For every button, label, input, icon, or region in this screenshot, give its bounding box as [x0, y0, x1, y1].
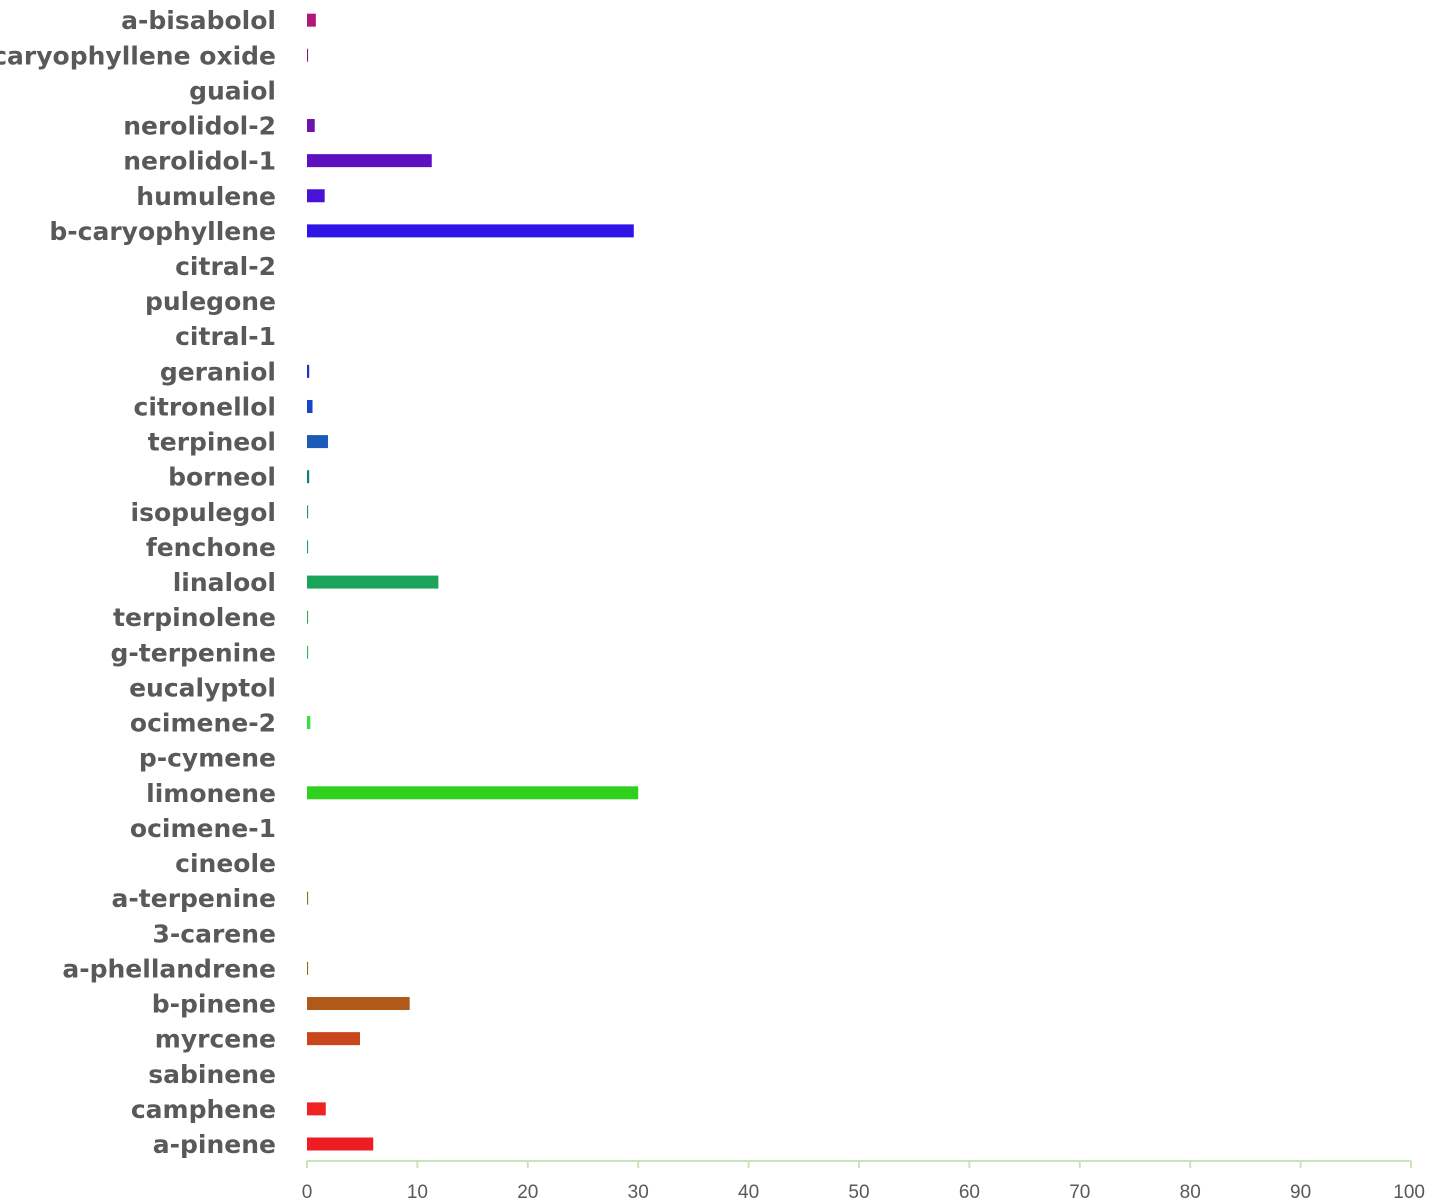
x-tick-label: 10 — [407, 1182, 428, 1203]
x-tick-label: 0 — [302, 1182, 313, 1203]
category-label-fenchone: fenchone — [146, 533, 276, 562]
category-label-a-pinene: a-pinene — [153, 1130, 276, 1159]
category-label-p-cymene: p-cymene — [139, 744, 276, 773]
bar-linalool — [307, 575, 439, 589]
bar-ocimene-2 — [307, 716, 311, 730]
category-label-3-carene: 3-carene — [153, 919, 277, 948]
bar-borneol — [307, 470, 310, 484]
category-label-nerolidol-1: nerolidol-1 — [123, 147, 276, 176]
bar-terpineol — [307, 435, 328, 449]
category-label-b-pinene: b-pinene — [152, 990, 276, 1019]
bar-b-pinene — [307, 997, 410, 1011]
category-label-citral-2: citral-2 — [175, 252, 276, 281]
x-tick-label: 90 — [1290, 1182, 1311, 1203]
category-label-a-bisabolol: a-bisabolol — [121, 6, 276, 35]
category-label-limonene: limonene — [146, 779, 276, 808]
bar-humulene — [307, 189, 325, 203]
x-axis-ticks: 0 10 20 30 40 50 60 70 80 90 100 — [302, 1161, 1425, 1203]
category-label-citral-1: citral-1 — [175, 322, 276, 351]
category-label-myrcene: myrcene — [155, 1025, 276, 1054]
bar-citronellol — [307, 399, 313, 413]
x-tick-label: 30 — [628, 1182, 649, 1203]
category-label-eucalyptol: eucalyptol — [129, 673, 276, 702]
category-label-geraniol: geraniol — [160, 357, 276, 386]
x-tick-label: 70 — [1069, 1182, 1090, 1203]
bar-myrcene — [307, 1032, 360, 1046]
bar-a-pinene — [307, 1137, 374, 1151]
x-tick-label: 60 — [959, 1182, 980, 1203]
bar-limonene — [307, 786, 639, 800]
category-label-isopulegol: isopulegol — [131, 498, 276, 527]
bar-a-phellandrene — [307, 961, 309, 975]
x-tick-label: 20 — [517, 1182, 538, 1203]
category-label-ocimene-2: ocimene-2 — [130, 709, 276, 738]
bar-a-terpenine — [307, 891, 309, 905]
x-tick-label: 50 — [848, 1182, 869, 1203]
bar-terpinolene — [307, 610, 309, 624]
category-label-a-terpenine: a-terpenine — [112, 884, 276, 913]
category-label-guaiol: guaiol — [189, 76, 276, 105]
bar-nerolidol-1 — [307, 154, 432, 168]
category-label-g-terpenine: g-terpenine — [111, 638, 276, 667]
bar-fenchone — [307, 540, 309, 554]
category-label-camphene: camphene — [131, 1095, 276, 1124]
category-label-caryophyllene-oxide: caryophyllene oxide — [0, 41, 276, 70]
category-label-terpinolene: terpinolene — [113, 603, 276, 632]
x-tick-label: 80 — [1180, 1182, 1201, 1203]
bar-caryophyllene-oxide — [307, 48, 309, 62]
bar-b-caryophyllene — [307, 224, 634, 238]
category-label-b-caryophyllene: b-caryophyllene — [49, 217, 276, 246]
category-label-terpineol: terpineol — [148, 428, 276, 457]
category-label-pulegone: pulegone — [145, 287, 276, 316]
bar-g-terpenine — [307, 645, 309, 659]
x-tick-label: 100 — [1393, 1182, 1425, 1203]
category-label-nerolidol-2: nerolidol-2 — [123, 112, 276, 141]
bar-a-bisabolol — [307, 13, 316, 27]
category-label-ocimene-1: ocimene-1 — [130, 814, 276, 843]
bar-nerolidol-2 — [307, 119, 315, 133]
category-label-cineole: cineole — [175, 849, 276, 878]
bar-camphene — [307, 1102, 326, 1116]
x-tick-label: 40 — [738, 1182, 759, 1203]
bar-geraniol — [307, 364, 310, 378]
category-label-sabinene: sabinene — [148, 1060, 276, 1089]
category-labels: a-pinene camphene sabinene myrcene b-pinene a… — [0, 6, 276, 1159]
category-label-a-phellandrene: a-phellandrene — [62, 954, 276, 983]
bar-isopulegol — [307, 505, 309, 519]
category-label-borneol: borneol — [168, 463, 276, 492]
bars-group — [307, 13, 639, 1151]
category-label-linalool: linalool — [173, 568, 276, 597]
category-label-humulene: humulene — [136, 182, 276, 211]
category-label-citronellol: citronellol — [134, 392, 276, 421]
